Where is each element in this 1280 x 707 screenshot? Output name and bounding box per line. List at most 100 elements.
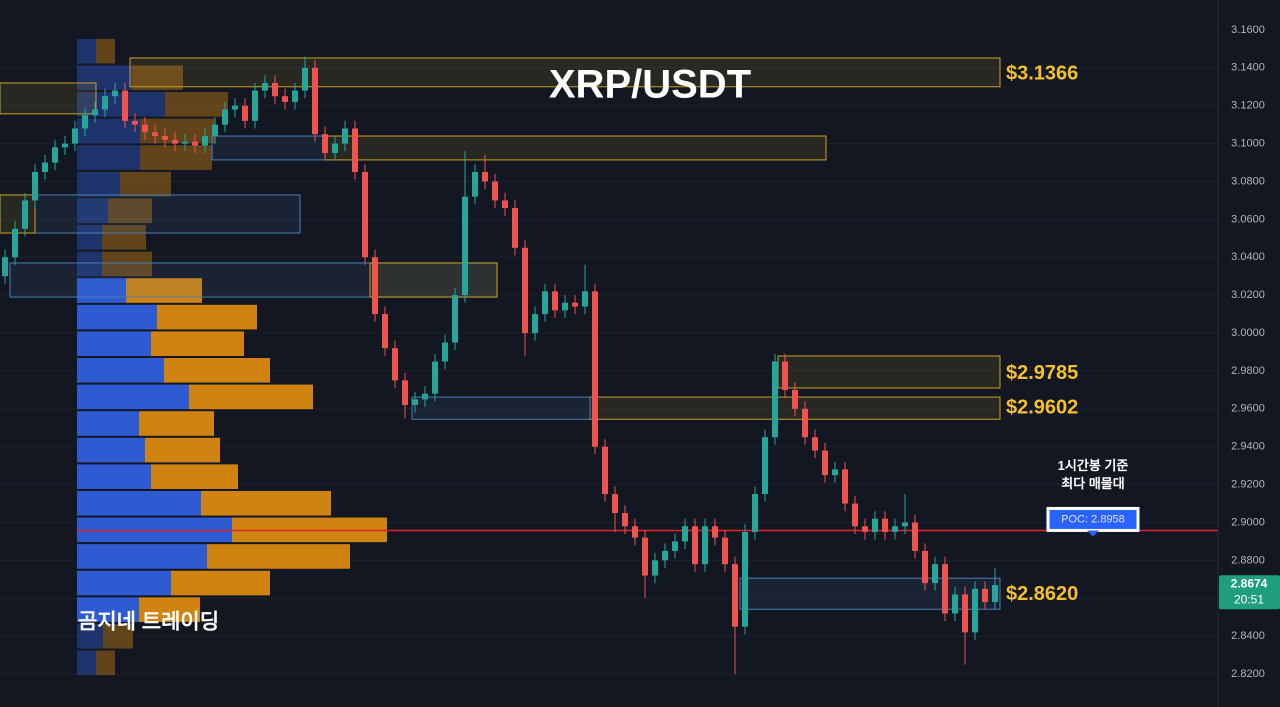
- candle-body: [732, 564, 738, 627]
- profile-buy: [77, 358, 164, 383]
- zone-label: $3.1366: [1006, 63, 1078, 85]
- candle-body: [492, 181, 498, 201]
- profile-sell: [140, 145, 212, 170]
- profile-sell: [171, 570, 270, 596]
- candle-body: [942, 564, 948, 614]
- poc-label: POC: 2.8958: [1061, 513, 1125, 525]
- candle-body: [482, 172, 488, 182]
- candle-body: [362, 172, 368, 258]
- candle-body: [192, 141, 198, 146]
- candle-body: [672, 541, 678, 551]
- candle-body: [562, 302, 568, 311]
- y-tick-label: 3.0200: [1231, 289, 1265, 301]
- candle-body: [142, 124, 148, 133]
- candle-body: [352, 128, 358, 173]
- price-zone: [34, 194, 301, 234]
- price-zone: [211, 135, 326, 161]
- profile-buy: [77, 251, 102, 277]
- zone-label: $2.9785: [1006, 362, 1078, 384]
- y-tick-label: 2.8800: [1231, 554, 1265, 566]
- profile-sell: [103, 623, 133, 649]
- candle-body: [12, 228, 18, 258]
- profile-buy: [77, 437, 145, 463]
- profile-sell: [120, 171, 171, 197]
- y-tick-label: 3.0000: [1231, 327, 1265, 339]
- profile-buy: [77, 384, 189, 410]
- candle-body: [892, 526, 898, 532]
- profile-sell: [201, 490, 331, 516]
- candle-body: [922, 550, 928, 584]
- candle-body: [332, 143, 338, 154]
- y-tick-label: 2.9200: [1231, 479, 1265, 491]
- price-zone: [0, 194, 36, 234]
- zone-label: $2.9602: [1006, 397, 1078, 419]
- candle-body: [532, 314, 538, 334]
- candle-body: [242, 105, 248, 121]
- candle-body: [812, 437, 818, 451]
- profile-buy: [77, 304, 157, 330]
- profile-buy: [77, 92, 165, 117]
- candle-body: [502, 200, 508, 209]
- profile-buy: [77, 597, 139, 622]
- candle-body: [112, 90, 118, 97]
- candle-body: [642, 537, 648, 576]
- candle-body: [302, 67, 308, 91]
- price-zone: [324, 135, 827, 161]
- profile-buy: [77, 623, 103, 649]
- candle-body: [952, 594, 958, 614]
- candle-body: [42, 162, 48, 173]
- candle-body: [832, 469, 838, 476]
- candle-body: [162, 136, 168, 140]
- profile-sell: [132, 65, 183, 91]
- y-tick-label: 2.8400: [1231, 630, 1265, 642]
- candle-body: [402, 380, 408, 406]
- candle-body: [92, 109, 98, 116]
- profile-sell: [151, 331, 244, 357]
- y-tick-label: 3.0800: [1231, 175, 1265, 187]
- candle-body: [372, 257, 378, 315]
- candle-body: [292, 90, 298, 102]
- watermark: 곰지네 트레이딩: [78, 611, 219, 634]
- candle-body: [172, 139, 178, 144]
- candle-body: [882, 518, 888, 532]
- profile-sell: [164, 358, 270, 383]
- profile-sell: [102, 251, 152, 277]
- zone-label: $2.8620: [1006, 583, 1078, 605]
- y-tick-label: 2.9600: [1231, 403, 1265, 415]
- candle-body: [282, 96, 288, 102]
- candle-body: [462, 196, 468, 296]
- profile-sell: [145, 437, 220, 463]
- profile-buy: [77, 65, 132, 91]
- candle-body: [662, 550, 668, 561]
- candle-body: [312, 67, 318, 135]
- candle-body: [902, 522, 908, 527]
- profile-sell: [126, 278, 202, 303]
- profile-sell: [102, 225, 146, 250]
- candle-body: [512, 208, 518, 248]
- candle-body: [752, 494, 758, 532]
- price-zone: [0, 82, 97, 115]
- y-tick-label: 3.1200: [1231, 100, 1265, 112]
- candle-body: [652, 560, 658, 576]
- candle-body: [182, 141, 188, 144]
- profile-buy: [77, 38, 96, 64]
- profile-buy: [77, 198, 108, 224]
- candle-body: [762, 437, 768, 495]
- candle-body: [322, 134, 328, 154]
- candle-body: [692, 526, 698, 565]
- candle-body: [232, 105, 238, 110]
- profile-buy: [77, 278, 126, 303]
- candle-body: [222, 109, 228, 125]
- profile-buy: [77, 411, 139, 436]
- poc-note: 최다 매물대: [1061, 476, 1124, 491]
- candle-body: [72, 128, 78, 144]
- candle-body: [842, 469, 848, 504]
- price-zone: [411, 396, 591, 420]
- candle-body: [852, 503, 858, 527]
- profile-sell: [96, 38, 115, 64]
- candle-body: [862, 526, 868, 532]
- candle-body: [572, 302, 578, 307]
- y-tick-label: 3.0400: [1231, 251, 1265, 263]
- candle-body: [772, 361, 778, 438]
